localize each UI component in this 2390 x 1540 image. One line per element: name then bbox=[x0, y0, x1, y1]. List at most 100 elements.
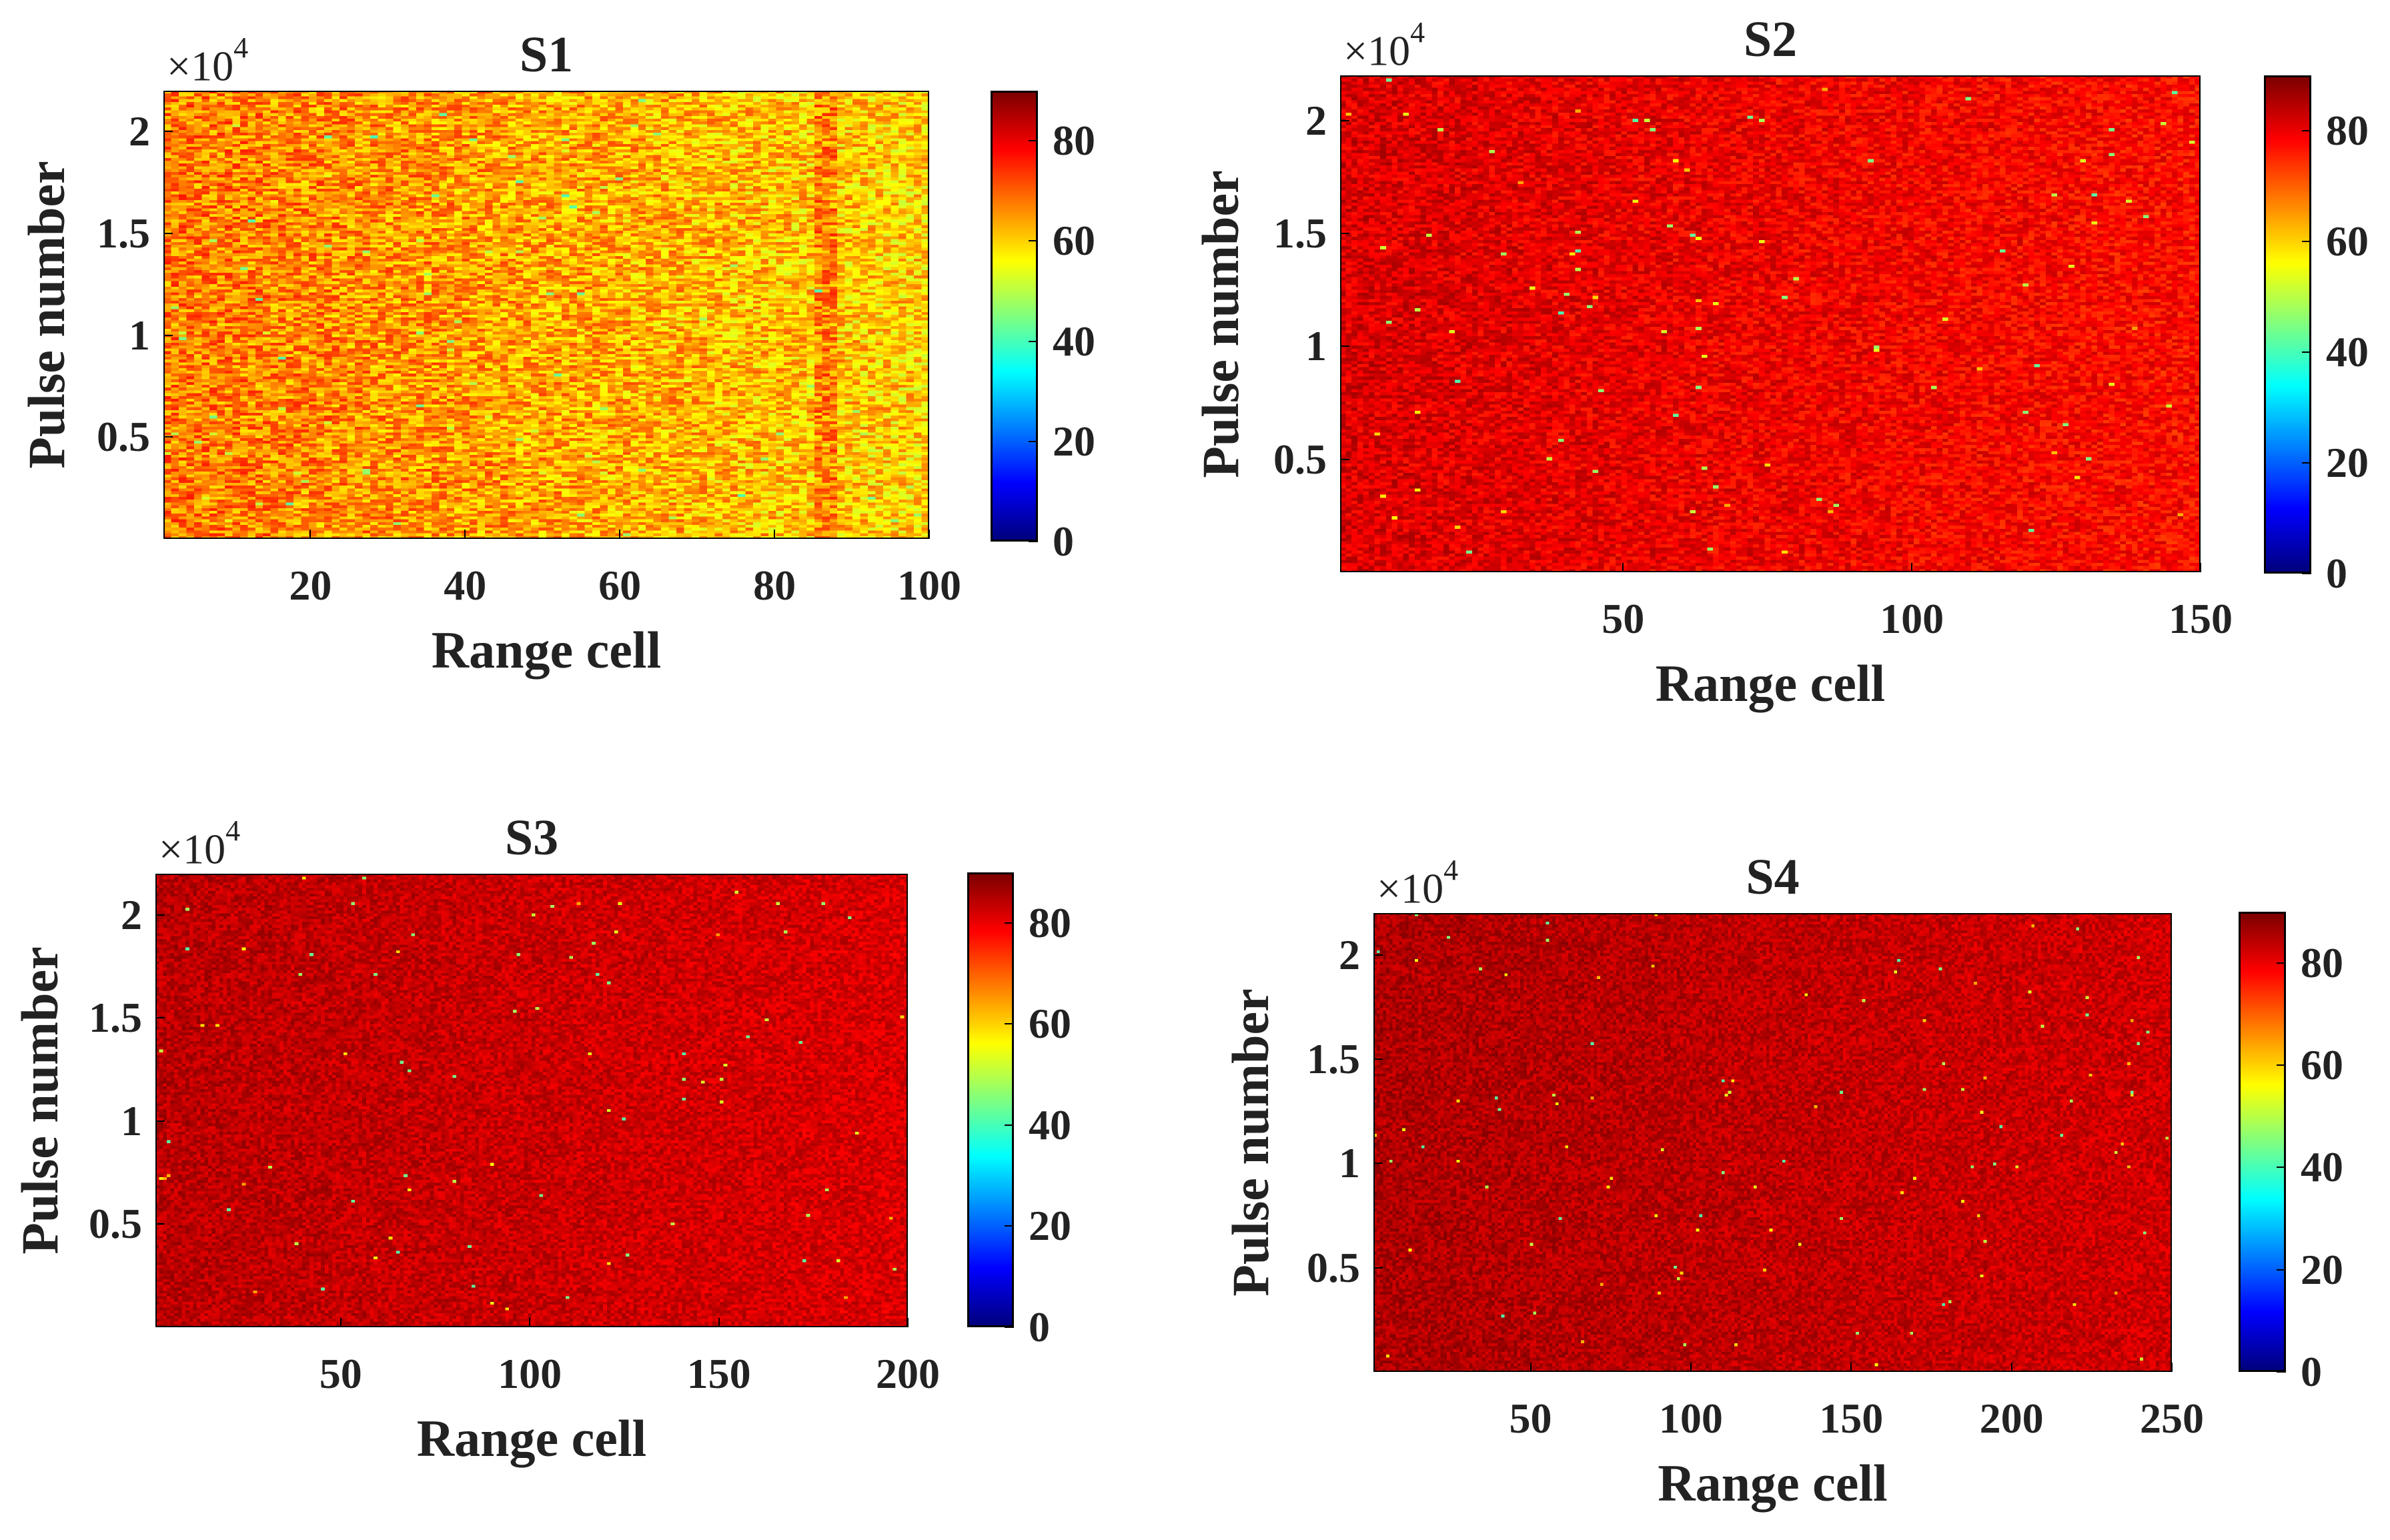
x-axis-label: Range cell bbox=[431, 621, 662, 679]
y-axis-multiplier: ×104 bbox=[167, 33, 248, 87]
x-tick-mark bbox=[1850, 1363, 1852, 1372]
y-tick-label: 1 bbox=[1339, 1139, 1360, 1187]
colorbar-tick-mark bbox=[2277, 962, 2286, 964]
x-tick-mark bbox=[2200, 563, 2201, 572]
colorbar bbox=[967, 872, 1014, 1327]
x-tick-label: 60 bbox=[598, 562, 642, 609]
colorbar-tick-mark bbox=[2277, 1064, 2286, 1066]
colorbar-tick-mark bbox=[1005, 1327, 1014, 1328]
colorbar-tick-label: 0 bbox=[2301, 1348, 2322, 1395]
x-tick-mark bbox=[464, 530, 466, 539]
y-tick-label: 1 bbox=[129, 311, 150, 359]
y-tick-label: 2 bbox=[129, 107, 150, 155]
x-axis-label: Range cell bbox=[1658, 1454, 1888, 1512]
multiplier-exponent: 4 bbox=[1410, 16, 1425, 49]
y-tick-label: 0.5 bbox=[89, 1200, 142, 1248]
y-tick-mark bbox=[155, 914, 165, 916]
colorbar-tick-label: 20 bbox=[2301, 1245, 2343, 1293]
colorbar-tick-mark bbox=[1029, 140, 1038, 142]
y-tick-mark bbox=[1340, 458, 1349, 460]
colorbar-tick-mark bbox=[1029, 240, 1038, 242]
y-tick-mark bbox=[163, 436, 173, 438]
colorbar-tick-mark bbox=[1005, 922, 1014, 924]
y-tick-mark bbox=[163, 131, 173, 133]
x-tick-label: 20 bbox=[289, 562, 332, 609]
chart-title: S3 bbox=[504, 810, 559, 866]
x-tick-label: 200 bbox=[876, 1350, 940, 1397]
y-tick-label: 1 bbox=[121, 1096, 142, 1144]
colorbar-tick-label: 40 bbox=[2301, 1143, 2343, 1191]
x-tick-mark bbox=[718, 1318, 720, 1327]
chart-title: S2 bbox=[1743, 11, 1798, 67]
colorbar-tick-label: 80 bbox=[2326, 107, 2369, 154]
y-tick-label: 1.5 bbox=[1273, 209, 1327, 257]
colorbar-tick-label: 20 bbox=[2326, 439, 2369, 486]
colorbar-tick-label: 60 bbox=[1053, 217, 1095, 265]
heatmap-image bbox=[1340, 75, 2201, 572]
x-tick-mark bbox=[907, 1318, 909, 1327]
y-tick-label: 1.5 bbox=[97, 209, 150, 257]
x-tick-label: 100 bbox=[498, 1350, 562, 1397]
x-axis-label: Range cell bbox=[416, 1409, 647, 1467]
y-tick-mark bbox=[1340, 119, 1349, 121]
y-tick-mark bbox=[1373, 954, 1383, 956]
y-axis-label: Pulse number bbox=[1191, 169, 1249, 478]
colorbar-tick-mark bbox=[2302, 241, 2311, 242]
x-tick-mark bbox=[529, 1318, 531, 1327]
x-tick-mark bbox=[1690, 1363, 1692, 1372]
colorbar bbox=[991, 91, 1038, 542]
x-tick-label: 50 bbox=[1602, 595, 1645, 642]
x-tick-label: 50 bbox=[1509, 1395, 1552, 1442]
y-tick-mark bbox=[163, 334, 173, 336]
colorbar-tick-mark bbox=[1005, 1225, 1014, 1227]
colorbar-tick-label: 80 bbox=[1029, 898, 1071, 946]
y-tick-mark bbox=[163, 232, 173, 234]
colorbar-tick-label: 80 bbox=[2301, 938, 2343, 986]
colorbar bbox=[2239, 912, 2286, 1372]
colorbar-tick-label: 40 bbox=[1053, 317, 1095, 365]
heatmap-image bbox=[155, 874, 908, 1327]
y-tick-mark bbox=[1373, 1267, 1383, 1269]
plot-frame bbox=[1373, 913, 2172, 1372]
chart-title: S4 bbox=[1746, 849, 1800, 905]
y-tick-mark bbox=[155, 1223, 165, 1225]
x-tick-label: 40 bbox=[444, 562, 487, 609]
x-tick-mark bbox=[310, 530, 312, 539]
x-tick-label: 100 bbox=[897, 562, 961, 609]
colorbar-tick-label: 20 bbox=[1053, 417, 1095, 465]
y-tick-mark bbox=[1373, 1163, 1383, 1165]
heatmap-image bbox=[163, 91, 929, 539]
multiplier-base: ×10 bbox=[159, 825, 226, 873]
x-tick-mark bbox=[929, 530, 930, 539]
y-tick-label: 0.5 bbox=[1307, 1243, 1360, 1291]
x-tick-label: 150 bbox=[1819, 1395, 1884, 1442]
colorbar-tick-mark bbox=[2302, 351, 2311, 353]
y-tick-label: 2 bbox=[121, 890, 142, 938]
x-tick-label: 150 bbox=[2169, 595, 2233, 642]
x-tick-label: 50 bbox=[319, 1350, 362, 1397]
chart-title: S1 bbox=[519, 27, 574, 83]
x-tick-label: 80 bbox=[753, 562, 796, 609]
x-tick-label: 250 bbox=[2140, 1395, 2204, 1442]
colorbar-tick-label: 40 bbox=[1029, 1100, 1071, 1148]
colorbar-tick-label: 60 bbox=[1029, 1000, 1071, 1048]
colorbar-tick-mark bbox=[2277, 1167, 2286, 1169]
plot-frame bbox=[1340, 75, 2201, 572]
x-tick-mark bbox=[340, 1318, 342, 1327]
multiplier-exponent: 4 bbox=[225, 814, 241, 847]
multiplier-exponent: 4 bbox=[1443, 854, 1459, 886]
x-axis-label: Range cell bbox=[1655, 654, 1886, 712]
colorbar-tick-mark bbox=[2277, 1371, 2286, 1373]
plot-frame bbox=[155, 874, 908, 1327]
y-tick-label: 0.5 bbox=[1273, 435, 1327, 483]
x-tick-mark bbox=[1911, 563, 1913, 572]
x-tick-mark bbox=[619, 530, 621, 539]
colorbar-tick-label: 40 bbox=[2326, 328, 2369, 375]
y-axis-label: Pulse number bbox=[11, 946, 69, 1255]
colorbar-tick-mark bbox=[2302, 130, 2311, 131]
y-axis-multiplier: ×104 bbox=[159, 816, 240, 873]
plot-frame bbox=[163, 91, 929, 539]
colorbar-tick-label: 60 bbox=[2326, 217, 2369, 265]
colorbar-tick-mark bbox=[2302, 573, 2311, 574]
y-tick-label: 1.5 bbox=[1307, 1034, 1360, 1082]
